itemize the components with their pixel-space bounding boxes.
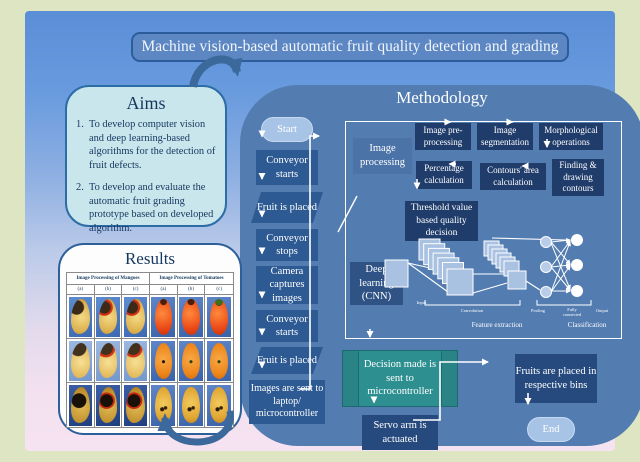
mango-image [67, 383, 95, 427]
cnn-convolution-label: Convolution [460, 308, 484, 313]
results-group-tomatoes: Image Processing of Tomatoes [149, 273, 233, 285]
mango-image [122, 383, 150, 427]
results-col-b1: (b) [94, 285, 123, 295]
servo-arm-box: Servo arm is actuated [362, 415, 438, 450]
flow-images-sent: Images are sent to laptop/ microcontroll… [249, 380, 325, 424]
tomato-image [178, 383, 206, 427]
flow-start-terminator: Start [261, 117, 313, 142]
flow-camera-captures: Camera captures images [256, 266, 318, 304]
aims-item-1-text: To develop computer vision and deep lear… [89, 119, 216, 172]
results-col-a1: (a) [67, 285, 95, 295]
results-panel: Results Image Processing of Mangoes Imag… [58, 243, 242, 435]
step-percentage-calculation: Percentage calculation [416, 161, 472, 189]
cnn-classification-label: Classification [567, 321, 607, 329]
results-group-mangoes: Image Processing of Mangoes [67, 273, 150, 285]
tomato-image [177, 295, 206, 339]
image-processing-label-box: Image processing [353, 138, 412, 174]
aims-item-1-number: 1. [76, 119, 84, 130]
aims-item-2-text: To develop and evaluate the automatic fr… [89, 181, 214, 235]
mango-image [95, 383, 123, 427]
mango-image [122, 339, 150, 383]
step-image-preprocessing: Image pre-processing [415, 123, 471, 150]
tomato-image [205, 295, 233, 339]
deep-learning-label-box: Deep learning (CNN) [350, 262, 403, 305]
results-table: Image Processing of Mangoes Image Proces… [66, 272, 234, 428]
page-title: Machine vision-based automatic fruit qua… [131, 32, 569, 62]
tomato-image [205, 383, 233, 427]
tomato-image [150, 383, 178, 427]
aims-panel: Aims 1. To develop computer vision and d… [65, 85, 227, 234]
flow-conveyor-starts-2: Conveyor starts [256, 310, 318, 342]
flow-fruit-placed-1: Fruit is placed [251, 192, 323, 223]
decision-to-microcontroller-box: Decision made is sent to microcontroller [342, 350, 458, 407]
cnn-input-label: Input [416, 300, 427, 305]
aims-item-2-number: 2. [76, 181, 84, 193]
mango-image [94, 339, 123, 383]
step-threshold-decision: Threshold value based quality decision [405, 201, 478, 241]
results-col-a2: (a) [149, 285, 178, 295]
cnn-feature-extraction-label: Feature extraction [471, 321, 523, 329]
fruits-bins-box: Fruits are placed in respective bins [515, 354, 597, 403]
tomato-image [177, 339, 206, 383]
flow-end-terminator: End [527, 417, 575, 442]
step-contours-area-calculation: Contours' area calculation [480, 163, 546, 190]
cnn-output-label: Output [595, 308, 609, 313]
results-col-c2: (c) [205, 285, 233, 295]
tomato-image [149, 295, 178, 339]
aims-item-2: 2. To develop and evaluate the automatic… [76, 181, 216, 236]
methodology-heading: Methodology [396, 88, 488, 107]
flow-conveyor-stops: Conveyor stops [256, 229, 318, 261]
poster-canvas: Machine vision-based automatic fruit qua… [25, 11, 640, 451]
mango-image [122, 295, 150, 339]
cnn-pooling-label: Pooling [530, 308, 545, 313]
aims-item-1: 1. To develop computer vision and deep l… [76, 118, 216, 173]
aims-heading: Aims [126, 93, 166, 113]
step-morphological-operations: Morphological operations [539, 123, 603, 150]
mango-image [94, 295, 123, 339]
tomato-image [149, 339, 178, 383]
flow-conveyor-starts-1: Conveyor starts [256, 150, 318, 185]
mango-image [67, 295, 95, 339]
tomato-image [205, 339, 233, 383]
flow-fruit-placed-2: Fruit is placed [251, 347, 323, 374]
cnn-fully-connected-label: Fully connected [562, 307, 582, 318]
step-finding-drawing-contours: Finding & drawing contours [552, 159, 604, 196]
results-heading: Results [124, 249, 176, 268]
mango-image [67, 339, 95, 383]
step-image-segmentation: Image segmentation [477, 123, 533, 150]
results-col-c1: (c) [122, 285, 150, 295]
results-col-b2: (b) [177, 285, 206, 295]
